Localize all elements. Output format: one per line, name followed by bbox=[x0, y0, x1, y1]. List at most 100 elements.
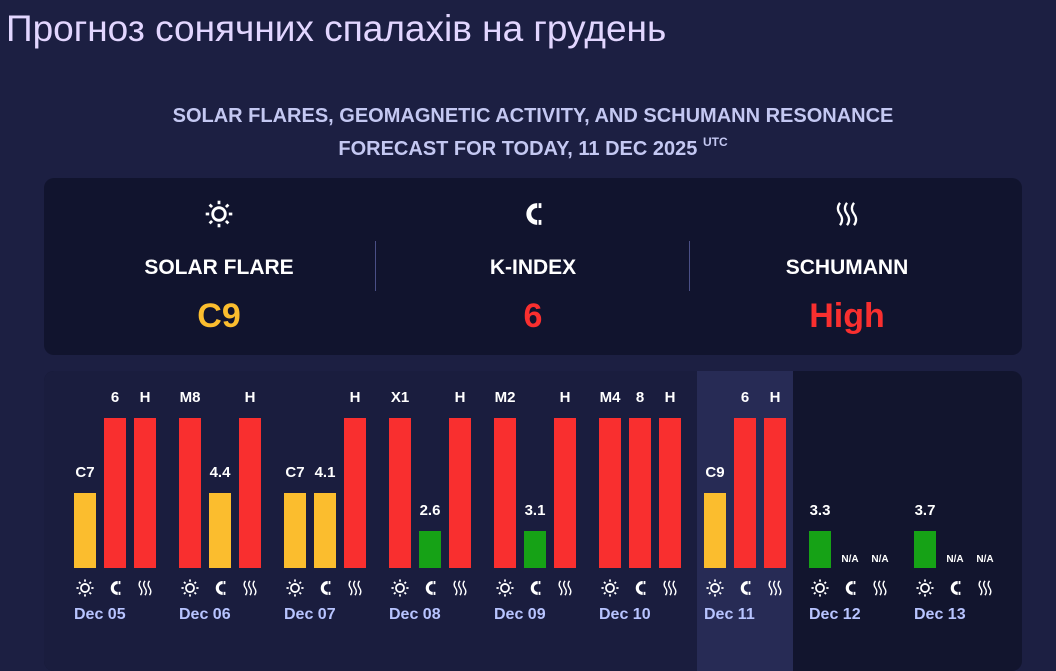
utc: UTC bbox=[702, 135, 728, 149]
bar-label: 6 bbox=[740, 389, 750, 406]
bar-label: N/A bbox=[841, 554, 859, 565]
magnet-icon bbox=[740, 581, 751, 595]
sun-icon bbox=[601, 579, 619, 597]
divider bbox=[375, 241, 376, 291]
waves-icon bbox=[768, 580, 782, 596]
bar-label: 3.3 bbox=[809, 502, 831, 519]
bar bbox=[734, 418, 756, 568]
bar-label: 4.4 bbox=[209, 464, 231, 481]
bar-label: N/A bbox=[946, 554, 964, 565]
date-label: Dec 09 bbox=[494, 606, 546, 623]
bar bbox=[314, 493, 336, 568]
bar bbox=[179, 418, 201, 568]
bar bbox=[914, 531, 936, 568]
waves-icon bbox=[558, 580, 572, 596]
forecast-panel: C7 6 H Dec 05 M8 4.4 H Dec 06 C7 4.1 H Dec 07 X1 2.6 H… bbox=[44, 371, 1022, 671]
subtitle: FORECAST FOR TODAY, 11 DEC 2025 UTC bbox=[0, 135, 1056, 161]
date-label: Dec 11 bbox=[704, 606, 755, 623]
bar bbox=[104, 418, 126, 568]
today-card: SOLAR FLARE C9 K-INDEX 6 SCHUMANN High bbox=[44, 178, 1022, 355]
bar bbox=[599, 418, 621, 568]
date-label: Dec 05 bbox=[74, 606, 126, 623]
bar-label: H bbox=[349, 389, 361, 406]
waves-icon bbox=[453, 580, 467, 596]
bar-label: 3.1 bbox=[524, 502, 546, 519]
magnet-icon bbox=[526, 203, 542, 225]
waves-icon bbox=[836, 202, 858, 226]
bar-label: H bbox=[559, 389, 571, 406]
bar-label: C7 bbox=[285, 464, 305, 481]
bar bbox=[659, 418, 681, 568]
waves-icon bbox=[978, 580, 992, 596]
sun-icon bbox=[496, 579, 514, 597]
bar bbox=[629, 418, 651, 568]
card-value: C9 bbox=[197, 297, 241, 335]
bar-label: 3.7 bbox=[914, 502, 936, 519]
bar-label: H bbox=[454, 389, 466, 406]
waves-icon bbox=[873, 580, 887, 596]
magnet-icon bbox=[950, 581, 961, 595]
bar bbox=[284, 493, 306, 568]
bar bbox=[554, 418, 576, 568]
divider bbox=[689, 241, 690, 291]
bar bbox=[809, 531, 831, 568]
bar bbox=[524, 531, 546, 568]
bar-label: X1 bbox=[390, 389, 410, 406]
bar-label: H bbox=[664, 389, 676, 406]
bar-label: C9 bbox=[705, 464, 725, 481]
date-label: Dec 06 bbox=[179, 606, 231, 623]
bar bbox=[419, 531, 441, 568]
bar bbox=[704, 493, 726, 568]
waves-icon bbox=[138, 580, 152, 596]
date-label: Dec 12 bbox=[809, 606, 861, 623]
subtitle: SOLAR FLARES, GEOMAGNETIC ACTIVITY, AND … bbox=[172, 105, 894, 127]
magnet-icon bbox=[845, 581, 856, 595]
bar bbox=[134, 418, 156, 568]
bar-label: 8 bbox=[635, 389, 645, 406]
sun-icon bbox=[391, 579, 409, 597]
bar bbox=[449, 418, 471, 568]
magnet-icon bbox=[425, 581, 436, 595]
date-label: Dec 10 bbox=[599, 606, 651, 623]
bar-label: M2 bbox=[494, 389, 516, 406]
bar bbox=[344, 418, 366, 568]
date-label: Dec 07 bbox=[284, 606, 336, 623]
bar-label: M4 bbox=[599, 389, 621, 406]
waves-icon bbox=[243, 580, 257, 596]
bar-label: N/A bbox=[871, 554, 889, 565]
bar bbox=[209, 493, 231, 568]
sun-icon bbox=[916, 579, 934, 597]
subtitle-line: FORECAST FOR TODAY, 11 DEC 2025 bbox=[338, 138, 698, 160]
bar-label: 4.1 bbox=[314, 464, 336, 481]
card-value: High bbox=[809, 297, 885, 335]
card-value: 6 bbox=[523, 297, 543, 335]
magnet-icon bbox=[320, 581, 331, 595]
page: Прогноз сонячних спалахів на грудень SOL… bbox=[0, 8, 1056, 671]
magnet-icon bbox=[110, 581, 121, 595]
bar-label: H bbox=[769, 389, 781, 406]
bar-label: M8 bbox=[179, 389, 201, 406]
card-label: K-INDEX bbox=[489, 256, 577, 279]
bar-label: C7 bbox=[75, 464, 95, 481]
magnet-icon bbox=[215, 581, 226, 595]
sun-icon bbox=[706, 579, 724, 597]
sun-icon bbox=[181, 579, 199, 597]
sun-icon bbox=[76, 579, 94, 597]
bar bbox=[74, 493, 96, 568]
bar-label: N/A bbox=[976, 554, 994, 565]
page-title: Прогноз сонячних спалахів на грудень bbox=[6, 8, 667, 49]
card-label: SOLAR FLARE bbox=[144, 256, 294, 279]
magnet-icon bbox=[635, 581, 646, 595]
waves-icon bbox=[348, 580, 362, 596]
waves-icon bbox=[663, 580, 677, 596]
bar-label: 6 bbox=[110, 389, 120, 406]
card-label: SCHUMANN bbox=[785, 256, 909, 279]
sun-icon bbox=[205, 200, 233, 228]
magnet-icon bbox=[530, 581, 541, 595]
sun-icon bbox=[811, 579, 829, 597]
date-label: Dec 08 bbox=[389, 606, 441, 623]
bar bbox=[389, 418, 411, 568]
bar-label: 2.6 bbox=[419, 502, 441, 519]
date-label: Dec 13 bbox=[914, 606, 966, 623]
bar-label: H bbox=[139, 389, 151, 406]
